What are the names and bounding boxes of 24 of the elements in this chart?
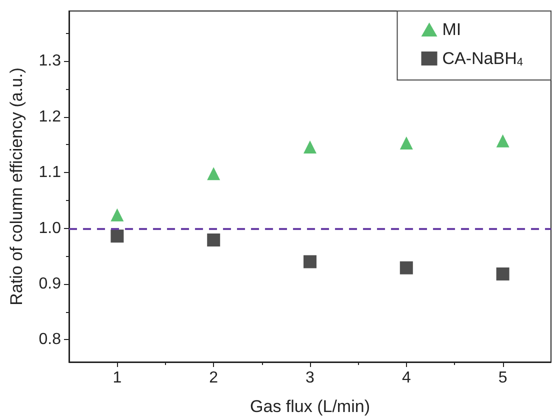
point (496, 267, 510, 280)
y-tick-label: 0.8 (38, 331, 62, 348)
x-tick-label: 3 (306, 370, 315, 386)
point (304, 140, 316, 154)
point (496, 134, 510, 148)
y-tick-label: 1.0 (38, 220, 62, 237)
point (110, 208, 124, 222)
y-axis-title: Ratio of column efficiency (a.u.) (7, 68, 26, 306)
y-tick-label: 1.3 (38, 52, 62, 70)
y-tick-label: 1.1 (38, 164, 62, 182)
y-tick-label: 0.9 (38, 276, 62, 292)
x-tick-label: 5 (498, 370, 508, 386)
point (207, 167, 220, 180)
point (304, 255, 316, 268)
x-tick-label: 4 (402, 370, 411, 386)
point (207, 233, 220, 246)
point (110, 230, 124, 243)
x-tick-label: 1 (112, 370, 122, 386)
legend-label: MI (442, 20, 462, 39)
y-tick-label: 1.2 (38, 108, 62, 126)
x-tick-label: 2 (209, 370, 218, 386)
x-axis-title: Gas flux (L/min) (250, 397, 370, 416)
point (400, 261, 413, 274)
point (400, 136, 413, 150)
